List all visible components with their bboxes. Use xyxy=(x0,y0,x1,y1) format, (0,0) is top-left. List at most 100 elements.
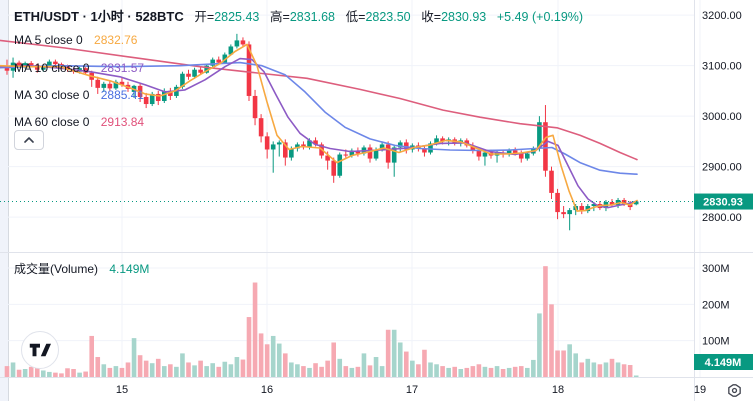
volume-bar xyxy=(41,370,46,377)
indicator-row-ma5[interactable]: MA 5 close 0 2832.76 xyxy=(14,33,137,47)
price-axis-label[interactable]: 2800.00 xyxy=(702,212,742,224)
candle-body xyxy=(355,150,361,154)
candle-body xyxy=(561,212,566,215)
last-price-badge xyxy=(694,193,753,210)
volume-bar xyxy=(246,317,252,377)
volume-bar xyxy=(518,366,524,377)
volume-bar xyxy=(283,353,288,377)
candle-body xyxy=(289,148,294,158)
volume-bar xyxy=(397,342,403,377)
candle-body xyxy=(53,61,58,65)
volume-bar xyxy=(307,367,312,377)
price-axis-label[interactable]: 3200.00 xyxy=(702,10,742,22)
candle-body xyxy=(252,95,258,119)
volume-bar xyxy=(234,357,240,377)
candle-body xyxy=(283,142,288,158)
volume-bar xyxy=(143,360,149,377)
volume-bar xyxy=(240,359,246,377)
last-volume-badge-text: 4.149M xyxy=(705,357,742,369)
candle-body xyxy=(579,206,585,212)
indicator-row-ma10[interactable]: MA 10 close 0 2831.57 xyxy=(14,61,144,75)
volume-bar xyxy=(10,362,16,377)
volume-bar xyxy=(180,353,185,377)
candle-body xyxy=(186,73,191,77)
candle-body xyxy=(367,147,373,159)
time-axis-label[interactable]: 19 xyxy=(694,384,706,396)
price-axis-label[interactable]: 2900.00 xyxy=(702,162,742,174)
volume-axis-label[interactable]: 300M xyxy=(702,263,730,275)
ohlc-high: 高=2831.68 xyxy=(270,10,335,24)
volume-bar xyxy=(155,358,161,377)
candle-body xyxy=(506,150,512,155)
price-axis-label[interactable]: 3000.00 xyxy=(702,111,742,123)
volume-bar xyxy=(325,360,330,377)
volume-bar xyxy=(488,367,494,377)
volume-axis-label[interactable]: 200M xyxy=(702,299,730,311)
volume-bar xyxy=(198,360,203,377)
volume-bar xyxy=(59,373,64,377)
volume-bar xyxy=(404,351,409,377)
candle-body xyxy=(428,143,433,153)
volume-axis-label[interactable]: 100M xyxy=(702,336,730,348)
symbol-legend[interactable]: ETH/USDT · 1小时 · 528BTC 开=2825.43 高=2831… xyxy=(14,6,583,25)
volume-bar xyxy=(343,366,349,377)
time-axis-label[interactable]: 18 xyxy=(552,384,564,396)
volume-bar xyxy=(361,353,367,377)
candle-body xyxy=(543,122,548,171)
volume-bar xyxy=(633,375,639,377)
candle-body xyxy=(47,61,52,67)
tradingview-logo[interactable] xyxy=(21,331,59,369)
candle-body xyxy=(537,122,542,149)
price-axis-label[interactable]: 3100.00 xyxy=(702,61,742,73)
volume-bar xyxy=(567,344,572,377)
volume-legend[interactable]: 成交量(Volume) 4.149M xyxy=(14,260,149,277)
time-axis-label[interactable]: 17 xyxy=(406,384,418,396)
candle-body xyxy=(331,160,336,176)
volume-bar xyxy=(512,366,518,377)
last-volume-badge xyxy=(694,354,753,370)
volume-bar xyxy=(313,363,318,377)
last-price-badge-text: 2830.93 xyxy=(703,197,743,209)
candle-body xyxy=(204,65,209,73)
candle-body xyxy=(567,210,572,215)
candle-body xyxy=(476,150,482,157)
volume-bar xyxy=(107,367,113,377)
candle-body xyxy=(240,40,246,45)
volume-bar xyxy=(186,362,191,377)
symbol-title[interactable]: ETH/USDT · 1小时 · 528BTC xyxy=(14,9,184,24)
volume-bar xyxy=(83,371,88,377)
candle-body xyxy=(119,81,125,85)
indicator-row-ma60[interactable]: MA 60 close 0 2913.84 xyxy=(14,115,144,129)
volume-bar xyxy=(573,353,578,377)
volume-bar xyxy=(149,363,155,377)
ma5-label: MA 5 close 0 xyxy=(14,33,83,47)
gear-icon[interactable] xyxy=(724,381,744,399)
ma-line-ma5 xyxy=(0,43,638,212)
time-axis-label[interactable]: 15 xyxy=(116,384,128,396)
volume-bar xyxy=(525,367,530,377)
candle-body xyxy=(198,69,203,73)
ma-line-ma10 xyxy=(0,57,638,209)
candle-body xyxy=(270,144,276,150)
volume-bar xyxy=(95,357,101,377)
time-axis-label[interactable]: 16 xyxy=(261,384,273,396)
volume-bar xyxy=(204,366,209,377)
volume-bar xyxy=(379,366,385,377)
volume-bar xyxy=(482,366,488,377)
volume-bar xyxy=(627,365,633,377)
candle-body xyxy=(512,150,518,154)
volume-bar xyxy=(391,329,397,377)
candle-body xyxy=(373,149,379,159)
volume-bar xyxy=(373,357,379,377)
candle-body xyxy=(397,142,403,148)
candle-body xyxy=(470,145,476,151)
indicator-row-ma30[interactable]: MA 30 close 0 2885.41 xyxy=(14,88,144,102)
candle-body xyxy=(525,153,530,159)
collapse-indicators-button[interactable] xyxy=(14,130,44,150)
candle-body xyxy=(192,69,197,77)
volume-bar xyxy=(295,364,300,377)
candle-body xyxy=(258,118,264,137)
volume-bar xyxy=(428,362,433,377)
